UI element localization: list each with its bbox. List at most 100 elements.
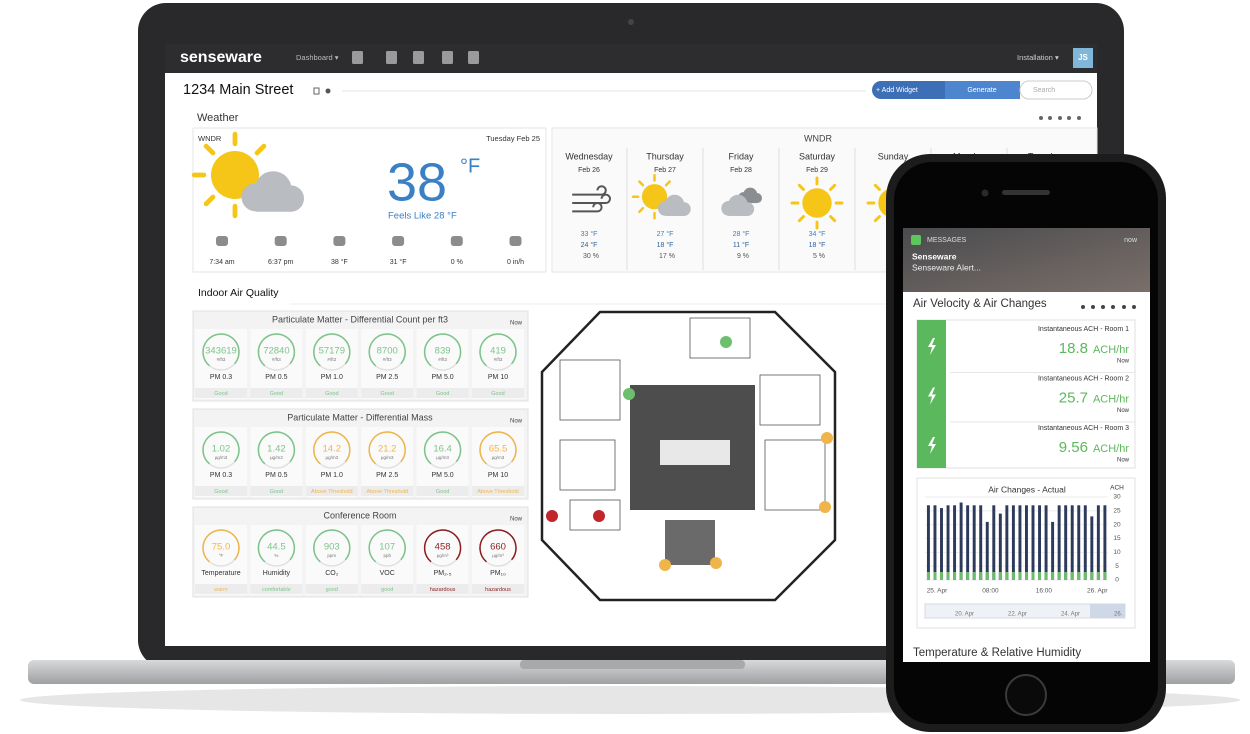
- gauge-label: PM 10: [488, 472, 508, 479]
- gauge-status: good: [326, 587, 338, 593]
- bar: [1064, 505, 1068, 580]
- day-name: Wednesday: [565, 151, 613, 161]
- gauge-arc: [368, 529, 406, 567]
- widget-title: Conference Room: [323, 510, 396, 520]
- gauge-unit: µg/m3: [270, 455, 283, 460]
- room: [569, 499, 621, 531]
- status-strip: [195, 388, 247, 398]
- gauge-arc: [368, 431, 406, 469]
- gauge-cell: [361, 525, 414, 595]
- bar-base: [1090, 572, 1094, 580]
- sun-ray: [664, 180, 671, 187]
- sensor-dot: [710, 557, 722, 569]
- gauge-label: PM 2.5: [376, 374, 398, 381]
- reading-value: 9.56: [1059, 439, 1088, 456]
- gauge-status: Above Threshold: [477, 489, 518, 495]
- feels-like: Feels Like 28 °F: [388, 211, 457, 222]
- logo: senseware: [180, 49, 262, 66]
- search-box[interactable]: [1019, 80, 1093, 100]
- gauge-arc: [257, 431, 296, 469]
- status-strip: [416, 486, 469, 496]
- notification-text: Senseware Alert...: [912, 262, 981, 272]
- gauge-cell: [361, 329, 414, 399]
- sun-ray: [638, 180, 645, 187]
- bar-base: [1024, 572, 1028, 580]
- stat-icon: [450, 236, 463, 246]
- gauge-value: 16.4: [433, 444, 452, 455]
- bar-base: [1083, 572, 1087, 580]
- sun-ray: [873, 215, 881, 223]
- stat-icon: [216, 236, 228, 246]
- bar-base: [1070, 572, 1074, 580]
- gauge-arc: [313, 333, 351, 371]
- gauge-label: VOC: [380, 570, 395, 577]
- bar-base: [1011, 572, 1015, 580]
- status-strip: [250, 388, 303, 398]
- gauge-unit: ppb: [383, 553, 391, 558]
- gauge-label: PM₁₀: [490, 570, 506, 577]
- day-precip: 5 %: [813, 253, 825, 260]
- nav-icon: [352, 51, 363, 64]
- widget-tool: [1081, 305, 1085, 309]
- gauge-cell: [250, 329, 303, 399]
- day-name: Friday: [728, 151, 754, 161]
- gauge-cell: [472, 427, 524, 497]
- status-strip: [195, 584, 247, 594]
- gauge-status: Good: [380, 391, 393, 397]
- bar: [979, 505, 983, 580]
- navigator-window: [1090, 604, 1125, 618]
- sun-ray: [638, 207, 645, 214]
- gauge-status: Above Threshold: [311, 489, 352, 495]
- gauge-label: PM 5.0: [432, 472, 454, 479]
- gauge-unit: µg/m3: [325, 455, 338, 460]
- reading-label: Instantaneous ACH - Room 3: [1038, 425, 1129, 432]
- y-tick-label: 5: [1115, 563, 1119, 570]
- room: [764, 439, 826, 511]
- bolt-icon: [928, 387, 936, 405]
- sensor-dot: [659, 559, 671, 571]
- bar: [926, 505, 930, 580]
- sun-ray: [203, 143, 216, 156]
- gauge-cell: [361, 427, 414, 497]
- gauge-arc: [423, 431, 462, 469]
- nav-installation: Installation ▾: [1017, 53, 1059, 62]
- generate-button[interactable]: [945, 81, 1020, 99]
- room: [559, 439, 616, 491]
- temperature-unit: °F: [460, 155, 480, 177]
- gauge-cell: [250, 427, 303, 497]
- widget-tool: [1058, 116, 1062, 120]
- wind-line: [572, 202, 603, 213]
- gauge-label: PM 0.3: [210, 374, 232, 381]
- status-strip: [361, 388, 414, 398]
- chart-y-label: ACH: [1110, 485, 1124, 492]
- gauge-status: Good: [436, 391, 449, 397]
- day-low: 11 °F: [733, 241, 749, 249]
- gauge-status: warm: [213, 587, 228, 593]
- sensor-dot: [720, 336, 732, 348]
- widget-tool: [1067, 116, 1071, 120]
- gauge-cell: [416, 427, 469, 497]
- bar: [946, 505, 950, 580]
- widget-title: Air Velocity & Air Changes: [913, 298, 1047, 310]
- sensor-dot: [593, 510, 605, 522]
- gauge-label: PM 2.5: [376, 472, 398, 479]
- gauge-cell: [250, 525, 303, 595]
- bar-base: [979, 572, 983, 580]
- widget-tool: [1091, 305, 1095, 309]
- bar: [1090, 516, 1094, 580]
- widget-time: Now: [510, 321, 523, 327]
- reading-unit: ACH/hr: [1093, 443, 1129, 455]
- day-date: Feb 28: [730, 167, 752, 174]
- stat-value: 0 in/h: [507, 259, 524, 266]
- bar: [985, 521, 989, 580]
- gauge-unit: µg/m3: [436, 455, 449, 460]
- gauge-arc: [257, 333, 296, 371]
- gauge-value: 57179: [319, 346, 345, 357]
- gauge-arc: [479, 333, 517, 371]
- widget-title: Particulate Matter - Differential Mass: [287, 412, 433, 422]
- gauge-value: 21.2: [378, 444, 397, 455]
- widget-tool: [1122, 305, 1126, 309]
- bar: [1018, 505, 1022, 580]
- bar: [992, 505, 996, 580]
- cloud-part: [728, 208, 748, 216]
